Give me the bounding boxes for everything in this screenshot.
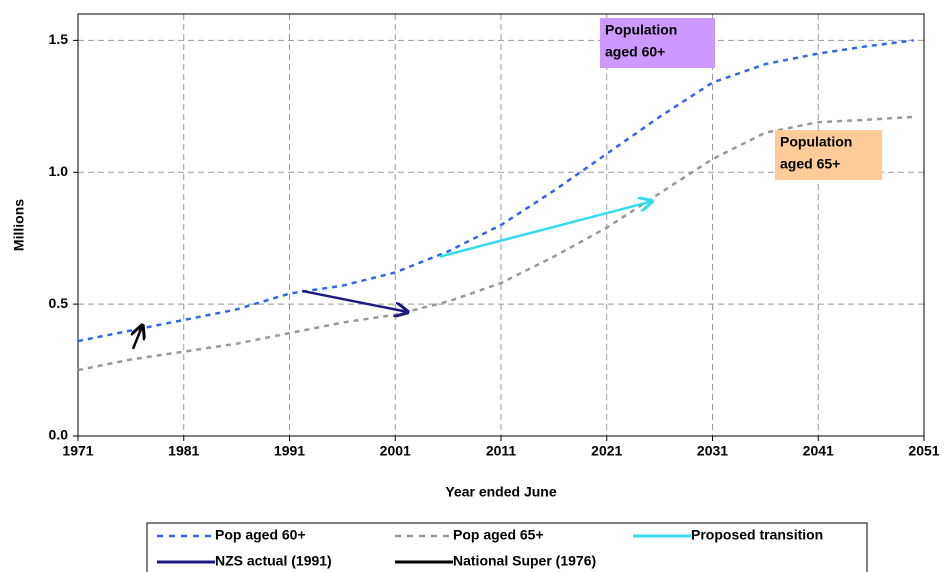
series-line [439,201,653,258]
legend-label: Proposed transition [691,527,823,543]
x-tick-label: 2001 [380,443,411,459]
legend-label: NZS actual (1991) [215,553,332,569]
legend-label: Pop aged 65+ [453,527,544,543]
series-line [77,115,914,372]
x-tick-label: 2011 [486,443,517,459]
y-tick-label: 0.0 [49,427,69,443]
x-tick-label: 2041 [803,443,834,459]
x-axis-title: Year ended June [445,484,556,500]
annotation-box [600,18,715,68]
x-tick-label: 1991 [274,443,305,459]
annotation-text: aged 65+ [780,156,840,172]
series-line [77,39,914,343]
annotation-text: aged 60+ [605,44,665,60]
series-line [133,325,143,350]
x-tick-label: 2021 [591,443,622,459]
x-tick-label: 1981 [168,443,199,459]
y-tick-label: 0.5 [49,295,69,311]
legend-label: Pop aged 60+ [215,527,306,543]
annotation-text: Population [780,134,852,150]
x-tick-label: 1971 [62,443,93,459]
y-axis-title: Millions [11,199,27,251]
y-tick-label: 1.0 [49,163,69,179]
plot-frame [77,13,925,437]
legend-label: National Super (1976) [453,553,596,569]
annotation-box [775,130,882,180]
x-tick-label: 2031 [697,443,728,459]
legend-frame [146,522,868,572]
x-tick-label: 2051 [908,443,939,459]
annotation-text: Population [605,22,677,38]
y-tick-label: 1.5 [49,31,69,47]
series-line [301,289,408,312]
